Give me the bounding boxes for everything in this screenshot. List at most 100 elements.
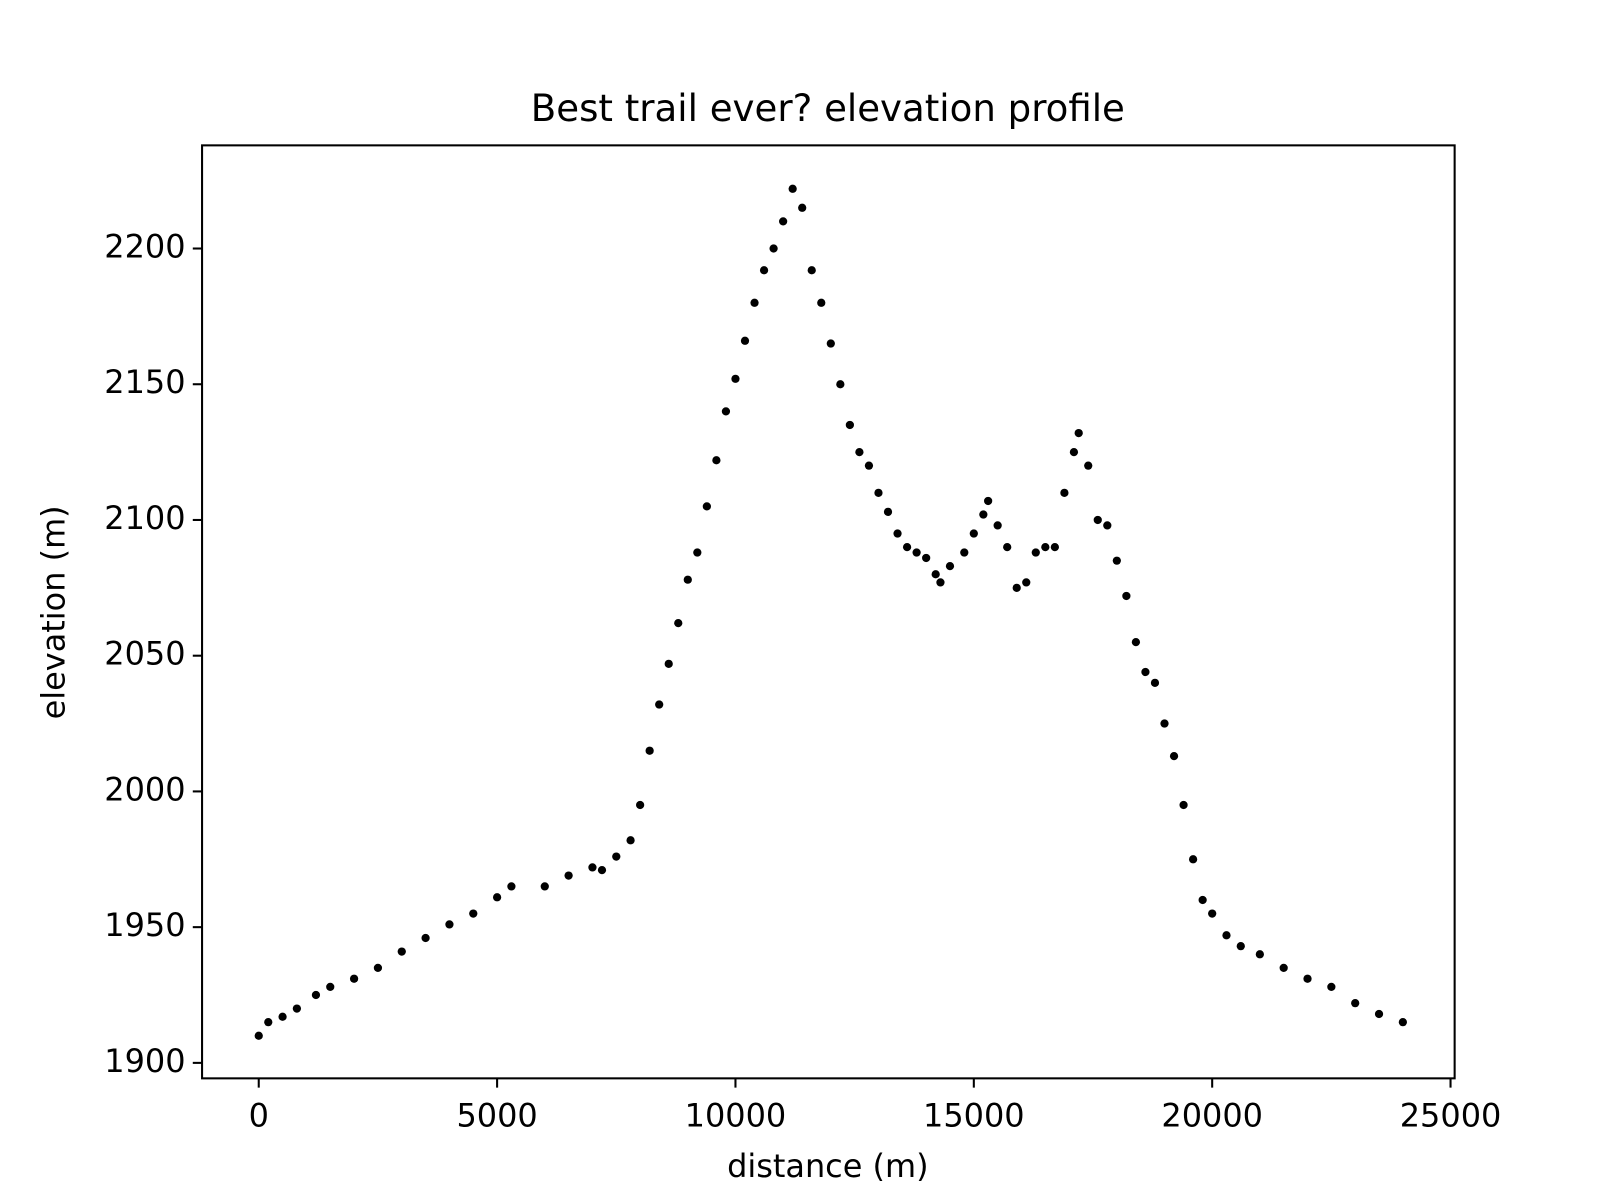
y-axis-label: elevation (m) bbox=[35, 505, 73, 719]
point bbox=[893, 529, 902, 538]
point bbox=[397, 947, 406, 956]
point bbox=[864, 461, 874, 470]
point bbox=[693, 548, 702, 557]
y-tick-label: 2000 bbox=[104, 770, 185, 808]
point bbox=[1012, 583, 1021, 592]
point bbox=[759, 266, 769, 275]
y-tick-label: 2100 bbox=[104, 499, 185, 537]
point bbox=[588, 863, 597, 872]
point bbox=[311, 990, 321, 1000]
point bbox=[1236, 942, 1245, 951]
point bbox=[326, 982, 335, 991]
x-tick-label: 20000 bbox=[1161, 1097, 1263, 1135]
point bbox=[469, 909, 478, 918]
point bbox=[373, 963, 383, 972]
point bbox=[664, 659, 673, 668]
point bbox=[788, 184, 797, 193]
y-tick-label: 1900 bbox=[104, 1042, 185, 1080]
point bbox=[826, 339, 835, 348]
point bbox=[936, 578, 945, 587]
point bbox=[1169, 752, 1179, 761]
point bbox=[731, 374, 740, 383]
point bbox=[1060, 488, 1069, 497]
plot-frame bbox=[201, 144, 1456, 1080]
point bbox=[1179, 800, 1188, 810]
point bbox=[1131, 637, 1141, 647]
x-tick-label: 25000 bbox=[1400, 1097, 1502, 1135]
point bbox=[1255, 950, 1264, 959]
point bbox=[845, 420, 854, 430]
x-tick-label: 10000 bbox=[685, 1097, 787, 1135]
point bbox=[1103, 521, 1112, 530]
point bbox=[655, 700, 664, 709]
point bbox=[635, 800, 645, 810]
point bbox=[740, 336, 750, 345]
point bbox=[979, 510, 988, 519]
point bbox=[945, 561, 955, 571]
point bbox=[855, 447, 864, 457]
point bbox=[983, 496, 993, 506]
point bbox=[254, 1031, 263, 1040]
y-tick-label: 2050 bbox=[104, 635, 185, 673]
point bbox=[1160, 719, 1169, 728]
point bbox=[1069, 447, 1079, 457]
x-tick-label: 0 bbox=[249, 1097, 269, 1135]
chart-title: Best trail ever? elevation profile bbox=[531, 87, 1125, 130]
point bbox=[421, 933, 430, 943]
point bbox=[1222, 931, 1231, 940]
point bbox=[1141, 667, 1150, 677]
point bbox=[1031, 548, 1040, 557]
point bbox=[645, 746, 654, 755]
point bbox=[769, 244, 778, 253]
x-tick-label: 5000 bbox=[456, 1097, 537, 1135]
point bbox=[1150, 678, 1160, 687]
point bbox=[1188, 855, 1198, 864]
point bbox=[1050, 542, 1059, 552]
point bbox=[1074, 428, 1083, 438]
point bbox=[445, 920, 454, 929]
point bbox=[1041, 542, 1050, 552]
point bbox=[1198, 895, 1207, 905]
point bbox=[349, 974, 359, 983]
point bbox=[807, 266, 816, 275]
point bbox=[1003, 542, 1012, 552]
point bbox=[912, 548, 921, 557]
point bbox=[1279, 963, 1288, 972]
point bbox=[674, 618, 683, 628]
point bbox=[874, 488, 883, 497]
point bbox=[597, 866, 607, 875]
point bbox=[1303, 974, 1312, 983]
point bbox=[507, 882, 516, 891]
point bbox=[683, 575, 692, 584]
point bbox=[564, 871, 573, 880]
point bbox=[1208, 909, 1217, 918]
point bbox=[922, 553, 931, 563]
point bbox=[1122, 591, 1131, 601]
point bbox=[702, 502, 711, 511]
point bbox=[1374, 1009, 1384, 1019]
point bbox=[278, 1012, 287, 1021]
point bbox=[1093, 515, 1102, 525]
point bbox=[1022, 578, 1031, 587]
point bbox=[721, 407, 731, 416]
point bbox=[960, 548, 969, 557]
point bbox=[712, 456, 721, 465]
point bbox=[993, 521, 1002, 530]
point bbox=[1351, 999, 1360, 1008]
point bbox=[1398, 1018, 1407, 1027]
point bbox=[883, 507, 893, 516]
point bbox=[817, 298, 826, 307]
point bbox=[798, 203, 807, 212]
point bbox=[612, 852, 621, 861]
point bbox=[1327, 982, 1336, 991]
point bbox=[931, 570, 940, 579]
point bbox=[264, 1018, 273, 1027]
point bbox=[292, 1004, 302, 1013]
x-axis-label: distance (m) bbox=[727, 1147, 929, 1185]
y-tick-label: 1950 bbox=[104, 906, 185, 944]
point bbox=[1112, 556, 1121, 565]
point bbox=[969, 529, 978, 538]
point bbox=[1084, 461, 1093, 470]
